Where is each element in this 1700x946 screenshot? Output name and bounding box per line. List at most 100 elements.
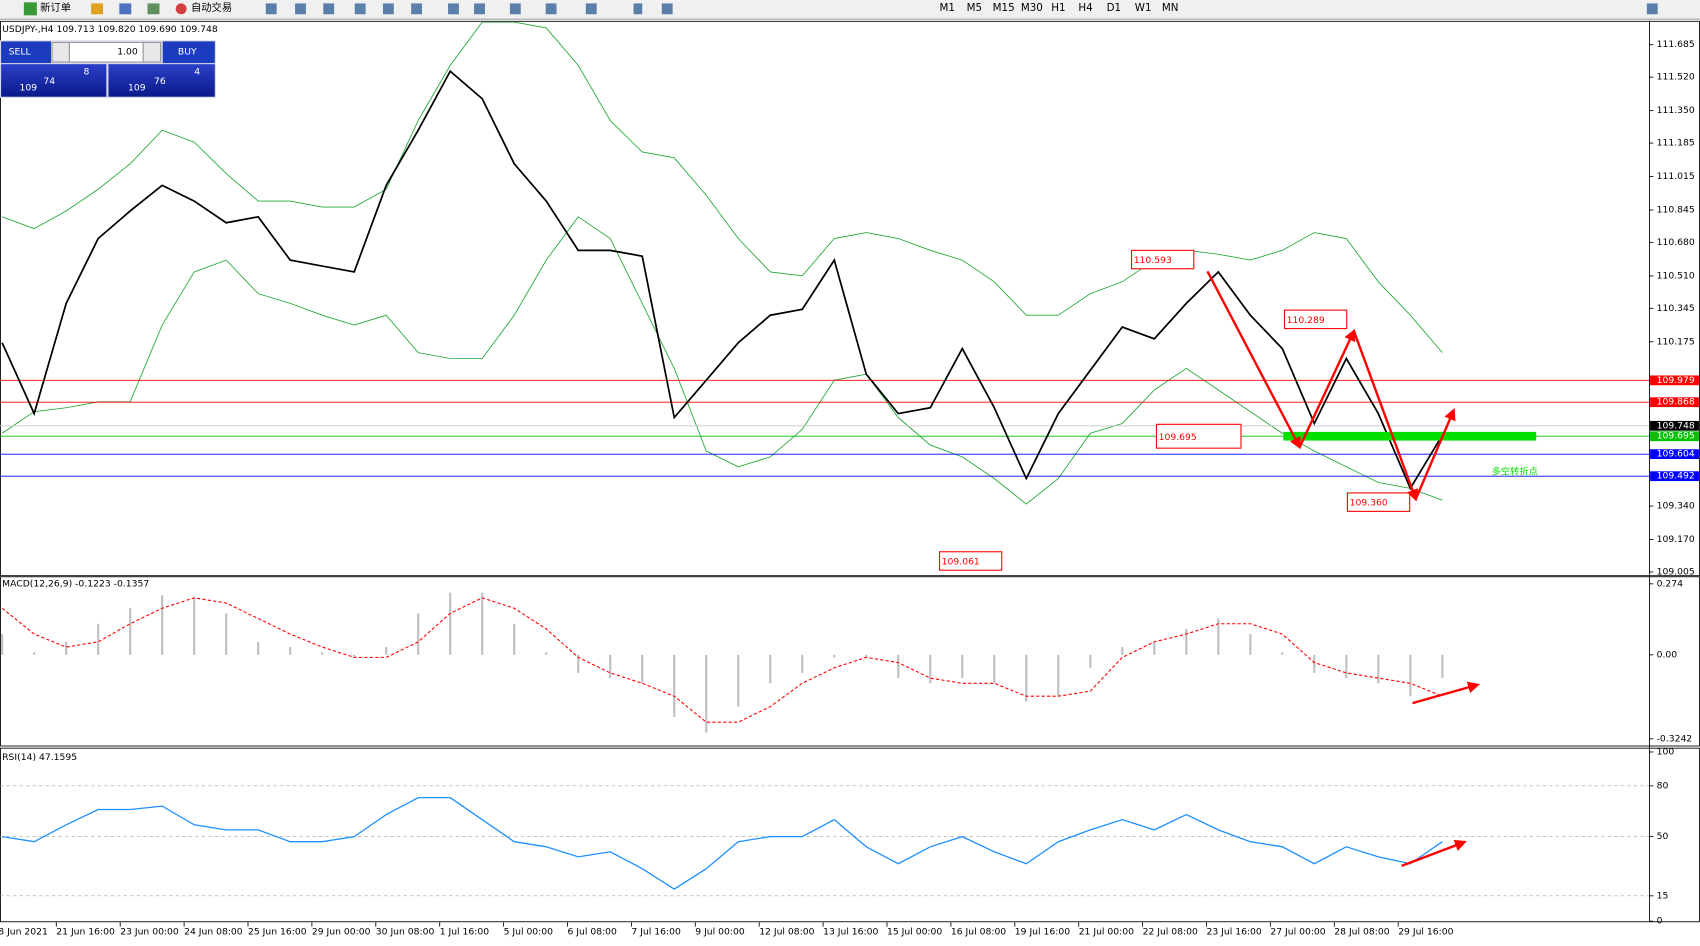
sell-label[interactable]: SELL bbox=[9, 47, 32, 58]
y-tick-label: 50 bbox=[1657, 831, 1669, 842]
bid-quote[interactable] bbox=[1, 64, 107, 97]
arrow bbox=[1414, 408, 1456, 500]
toolbar-icon[interactable] bbox=[633, 3, 643, 15]
y-tick-label: 110.845 bbox=[1657, 204, 1695, 215]
price-annotation: 109.695 bbox=[1159, 432, 1197, 443]
rsi-line bbox=[2, 797, 1443, 890]
toolbar-icon[interactable] bbox=[147, 3, 160, 15]
price-level-label: 109.979 bbox=[1657, 375, 1695, 386]
buy-button[interactable] bbox=[162, 41, 215, 64]
x-tick-label: 24 Jun 08:00 bbox=[184, 927, 243, 938]
toolbar-icon[interactable] bbox=[509, 3, 521, 15]
ask-fraction: 4 bbox=[194, 66, 200, 77]
y-tick-label: 109.005 bbox=[1657, 566, 1695, 577]
timeframe-button[interactable]: M5 bbox=[967, 2, 982, 14]
price-line bbox=[1, 69, 1444, 491]
toolbar-icon[interactable] bbox=[1646, 3, 1658, 15]
auto-trading-button[interactable]: 自动交易 bbox=[191, 1, 232, 14]
bid-fraction: 8 bbox=[84, 66, 90, 77]
y-tick-label: 100 bbox=[1657, 746, 1675, 757]
y-tick-label: -0.3242 bbox=[1657, 733, 1693, 744]
lot-up[interactable] bbox=[142, 41, 162, 63]
indicator-title: RSI(14) 47.1595 bbox=[2, 752, 77, 763]
arrow bbox=[1352, 330, 1419, 502]
toolbar-icon[interactable] bbox=[382, 3, 394, 15]
timeframe-button[interactable]: H4 bbox=[1078, 2, 1092, 14]
y-tick-label: 110.510 bbox=[1657, 270, 1695, 281]
bollinger-lower bbox=[1, 216, 1443, 505]
y-tick-label: 0 bbox=[1657, 916, 1663, 927]
x-tick-label: 18 Jun 2021 bbox=[0, 927, 48, 938]
drawn-arrows bbox=[1206, 270, 1480, 868]
ask-quote[interactable] bbox=[108, 64, 215, 97]
x-tick-label: 23 Jul 16:00 bbox=[1206, 927, 1261, 938]
one-click-trading: SELL 1.00 BUY 109 74 8 109 76 4 bbox=[0, 40, 216, 98]
sell-button[interactable] bbox=[1, 41, 51, 64]
x-tick-label: 23 Jun 00:00 bbox=[120, 927, 179, 938]
y-tick-label: 15 bbox=[1657, 890, 1669, 901]
timeframes: M1 M5 M15 M30 H1 H4 D1 W1 MN bbox=[940, 2, 1179, 14]
indicator-title: MACD(12,26,9) -0.1223 -0.1357 bbox=[2, 578, 149, 589]
x-tick-label: 15 Jul 00:00 bbox=[887, 927, 942, 938]
toolbar-icon[interactable] bbox=[474, 3, 485, 15]
arrow bbox=[1412, 681, 1480, 705]
timeframe-button[interactable]: M15 bbox=[993, 2, 1015, 14]
signal-line bbox=[1, 597, 1443, 723]
macd-panel-frame bbox=[0, 576, 1700, 747]
y-tick-label: 109.170 bbox=[1657, 534, 1695, 545]
arrow bbox=[1298, 328, 1356, 448]
toolbar-icon[interactable] bbox=[545, 3, 557, 15]
x-tick-label: 19 Jul 16:00 bbox=[1015, 927, 1070, 938]
x-tick-label: 1 Jul 16:00 bbox=[440, 927, 490, 938]
turning-zone bbox=[1283, 431, 1537, 441]
toolbar-icon[interactable] bbox=[661, 3, 673, 15]
x-tick-label: 30 Jun 08:00 bbox=[376, 927, 435, 938]
toolbar-icon[interactable] bbox=[411, 3, 423, 15]
timeframe-button[interactable]: M30 bbox=[1021, 2, 1043, 14]
price-annotation: 110.593 bbox=[1134, 255, 1172, 266]
x-tick-label: 29 Jun 00:00 bbox=[312, 927, 371, 938]
toolbar-icon[interactable] bbox=[119, 3, 132, 15]
price-level-tag bbox=[1650, 471, 1699, 482]
y-tick-label: 111.520 bbox=[1657, 72, 1695, 83]
ask-pips: 76 bbox=[154, 76, 166, 87]
y-tick-label: 110.175 bbox=[1657, 336, 1695, 347]
price-level-label: 109.695 bbox=[1657, 431, 1695, 442]
timeframe-button[interactable]: H1 bbox=[1051, 2, 1065, 14]
toolbar-icon[interactable] bbox=[91, 3, 104, 15]
bid-big-figure: 109 bbox=[20, 83, 38, 94]
y-tick-label: 110.345 bbox=[1657, 303, 1695, 314]
toolbar-icon[interactable] bbox=[585, 3, 597, 15]
toolbar-icon[interactable] bbox=[265, 3, 277, 15]
price-level-tag bbox=[1650, 420, 1699, 431]
toolbar-icon[interactable] bbox=[354, 3, 366, 15]
timeframe-button[interactable]: W1 bbox=[1135, 2, 1152, 14]
timeframe-button[interactable]: M1 bbox=[940, 2, 955, 14]
x-tick-label: 21 Jul 00:00 bbox=[1079, 927, 1134, 938]
x-tick-label: 22 Jul 08:00 bbox=[1143, 927, 1198, 938]
y-tick-label: 109.340 bbox=[1657, 501, 1695, 512]
buy-label[interactable]: BUY bbox=[178, 47, 197, 58]
price-level-tag bbox=[1650, 431, 1699, 442]
y-tick-label: 111.350 bbox=[1657, 105, 1695, 116]
toolbar-icon[interactable] bbox=[295, 3, 306, 15]
bollinger-upper bbox=[2, 21, 1443, 353]
timeframe-button[interactable]: D1 bbox=[1107, 2, 1121, 14]
toolbar-icon[interactable] bbox=[323, 3, 335, 15]
new-order-icon[interactable] bbox=[23, 2, 37, 16]
indicator-title: USDJPY-,H4 109.713 109.820 109.690 109.7… bbox=[2, 24, 218, 35]
y-tick-label: 0.274 bbox=[1657, 578, 1684, 589]
lot-value[interactable]: 1.00 bbox=[117, 47, 138, 58]
x-tick-label: 7 Jul 16:00 bbox=[631, 927, 681, 938]
price-level-tag bbox=[1650, 449, 1699, 460]
timeframe-button[interactable]: MN bbox=[1162, 2, 1179, 14]
price-panel-frame bbox=[0, 20, 1700, 577]
toolbar-icon[interactable] bbox=[448, 3, 459, 15]
x-tick-label: 16 Jul 08:00 bbox=[951, 927, 1006, 938]
price-annotation-box bbox=[1155, 423, 1242, 449]
new-order-button[interactable]: 新订单 bbox=[40, 1, 71, 14]
lot-down[interactable] bbox=[51, 41, 70, 63]
auto-trading-icon[interactable] bbox=[175, 3, 187, 15]
